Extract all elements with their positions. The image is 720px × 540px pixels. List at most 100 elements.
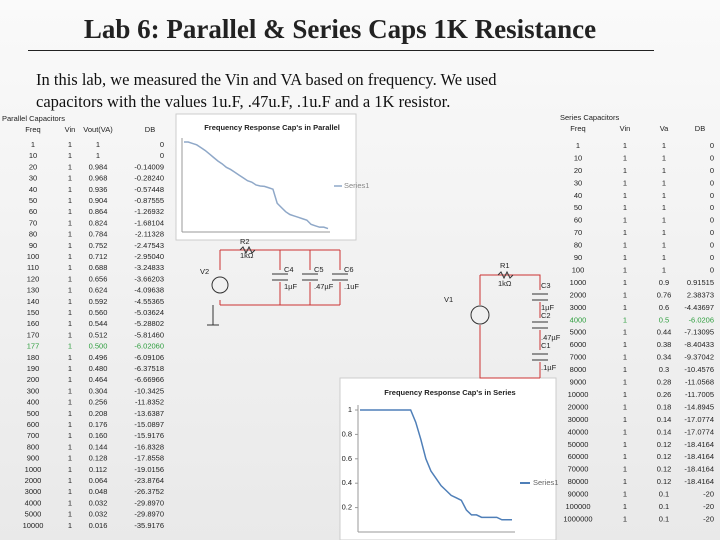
intro: In this lab, we measured the Vin and VA … — [36, 70, 497, 111]
table-cell: 1 — [662, 228, 666, 237]
table-cell: -15.0897 — [134, 420, 164, 429]
table-cell: 1 — [68, 398, 72, 407]
table-cell: 1 — [68, 420, 72, 429]
table-cell: 0.544 — [89, 319, 108, 328]
table-cell: 0.12 — [657, 452, 672, 461]
table-cell: 1 — [68, 342, 72, 351]
table-cell: 1000 — [570, 278, 587, 287]
column-header: DB — [145, 125, 155, 134]
table-cell: 130 — [27, 286, 40, 295]
table-cell: 900 — [27, 454, 40, 463]
table-cell: 0 — [710, 153, 714, 162]
table-cell: 700 — [27, 431, 40, 440]
table-cell: -0.14009 — [134, 162, 164, 171]
label: V1 — [444, 295, 453, 304]
table-cell: -6.37518 — [134, 364, 164, 373]
table-cell: 0.032 — [89, 498, 108, 507]
table-cell: 110 — [27, 263, 39, 272]
table-cell: 1 — [623, 153, 627, 162]
table-cell: 0.5 — [659, 315, 669, 324]
table-cell: 1 — [662, 265, 666, 274]
table-cell: 0 — [160, 151, 164, 160]
table-cell: 90000 — [568, 490, 589, 499]
table-cell: 1 — [68, 252, 72, 261]
table-cell: 2000 — [570, 290, 587, 299]
table-cell: 0.1 — [659, 502, 669, 511]
table-cell: -23.8764 — [134, 476, 164, 485]
table-cell: 1 — [623, 178, 627, 187]
parallel-circuit-wires — [207, 245, 348, 326]
table-cell: 50 — [574, 203, 582, 212]
table-cell: 1 — [68, 174, 72, 183]
table-cell: 1 — [623, 241, 627, 250]
table-cell: -29.8970 — [134, 510, 164, 519]
table-cell: 1 — [623, 452, 627, 461]
table-cell: 1 — [623, 303, 627, 312]
table-cell: 160 — [27, 319, 40, 328]
table-cell: 0 — [710, 191, 714, 200]
label: C6 — [344, 265, 354, 274]
table-cell: 10000 — [568, 390, 589, 399]
table-cell: 0 — [710, 228, 714, 237]
label: .47µF — [314, 282, 334, 291]
table-cell: -0.57448 — [134, 185, 164, 194]
table-cell: 1 — [68, 230, 72, 239]
table-cell: 30000 — [568, 415, 589, 424]
table-cell: -2.11328 — [135, 230, 164, 239]
table-cell: 1 — [662, 241, 666, 250]
table-cell: 1 — [623, 315, 627, 324]
table-cell: -0.28240 — [134, 174, 164, 183]
table-cell: 1 — [68, 151, 72, 160]
table-cell: -3.24833 — [134, 263, 164, 272]
table-cell: 150 — [27, 308, 40, 317]
table-cell: 1 — [68, 297, 72, 306]
table-cell: -13.6387 — [134, 409, 164, 418]
table-cell: 1 — [623, 353, 627, 362]
table-cell: 40 — [29, 185, 37, 194]
table-cell: 1 — [31, 140, 35, 149]
table-cell: 1 — [68, 330, 72, 339]
table-cell: 0 — [710, 141, 714, 150]
table-cell: 0.784 — [89, 230, 108, 239]
table-cell: 1 — [68, 286, 72, 295]
table-cell: -0.87555 — [134, 196, 164, 205]
series-circuit-wires — [470, 270, 548, 379]
table-cell: 0.14 — [657, 415, 672, 424]
table-cell: 0.712 — [89, 252, 108, 261]
table-cell: 1 — [662, 141, 666, 150]
table-cell: 1 — [68, 476, 72, 485]
table-cell: 1 — [68, 442, 72, 451]
table-cell: 0.936 — [89, 185, 108, 194]
title: Lab 6: Parallel & Series Caps 1K Resista… — [83, 14, 597, 44]
table-cell: 1 — [68, 454, 72, 463]
table-cell: 8000 — [570, 365, 587, 374]
table-cell: 3000 — [25, 487, 42, 496]
table-cell: 0.144 — [89, 442, 108, 451]
table-cell: 0.968 — [89, 174, 108, 183]
table-cell: 100 — [572, 265, 585, 274]
table-cell: 1 — [623, 390, 627, 399]
table-cell: 1 — [68, 375, 72, 384]
legend-label: Series1 — [344, 181, 369, 190]
table-cell: 1 — [623, 415, 627, 424]
table-cell: 30 — [574, 178, 582, 187]
table-cell: 0.14 — [657, 427, 672, 436]
table-cell: 0.560 — [89, 308, 108, 317]
table-cell: 60 — [574, 216, 582, 225]
table-cell: -6.66966 — [134, 375, 164, 384]
table-cell: -2.95040 — [134, 252, 164, 261]
table-cell: 0.9 — [659, 278, 669, 287]
table-cell: 120 — [27, 274, 40, 283]
table-cell: -6.02060 — [134, 342, 164, 351]
table-cell: 0.76 — [657, 290, 672, 299]
table-cell: 80 — [574, 241, 582, 250]
table-cell: 60000 — [568, 452, 589, 461]
table-cell: 0.1 — [659, 490, 669, 499]
table-cell: 1 — [662, 166, 666, 175]
table-cell: 30 — [29, 174, 37, 183]
table-cell: 0.28 — [657, 378, 672, 387]
response-curve — [184, 141, 329, 230]
table-cell: 1 — [68, 263, 72, 272]
table-cell: 0.18 — [657, 402, 672, 411]
label: C4 — [284, 265, 294, 274]
